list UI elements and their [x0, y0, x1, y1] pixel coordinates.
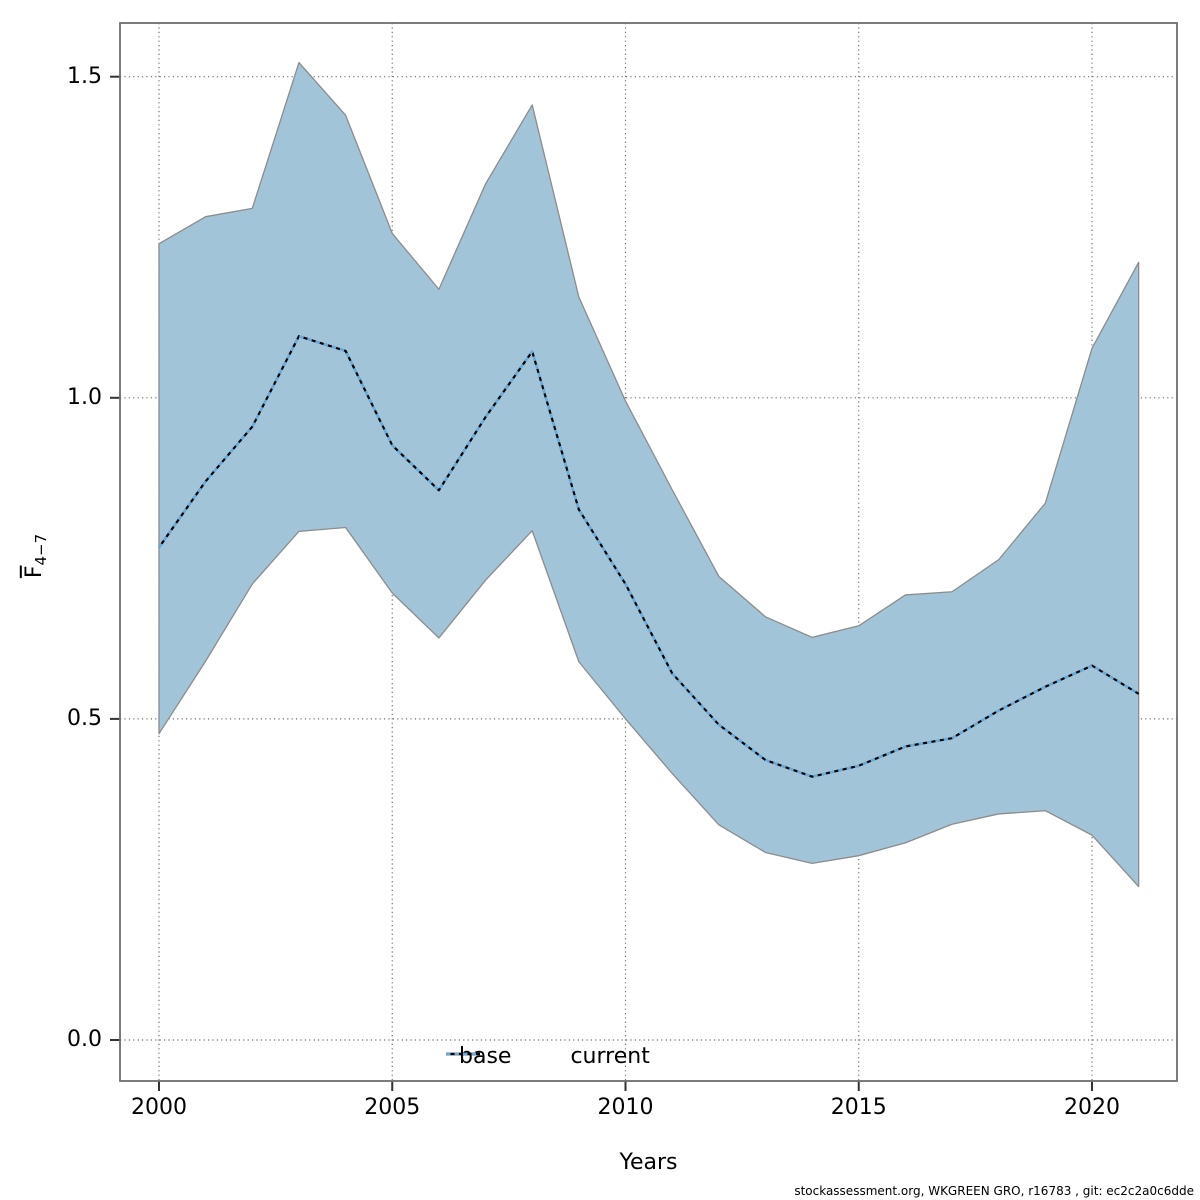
confidence-band: [158, 61, 1140, 888]
axis-ticks: [110, 75, 1093, 1091]
legend-label-current: current: [570, 1043, 650, 1069]
legend-current-line-icon: [446, 1052, 480, 1056]
x-tick-label: 2000: [131, 1095, 187, 1120]
footer-credit: stockassessment.org, WKGREEN GRO, r16783…: [794, 1184, 1194, 1198]
plot-frame-rect: [119, 22, 1178, 1082]
plot-border: [119, 22, 1178, 1082]
current-line: [157, 334, 1140, 778]
y-axis-label-subscript: 4−7: [32, 533, 51, 566]
y-tick-label: 1.0: [67, 384, 102, 410]
x-tick-label: 2015: [830, 1095, 887, 1120]
series-lines: [157, 334, 1140, 778]
x-tick-label: 2005: [364, 1095, 421, 1120]
legend: base current: [444, 1043, 650, 1069]
x-tick-label: 2020: [1064, 1095, 1120, 1120]
y-tick-label: 0.5: [67, 705, 102, 731]
x-tick-label: 2010: [597, 1095, 654, 1120]
y-axis-label-symbol: F: [21, 565, 47, 579]
y-tick-label: 1.5: [67, 63, 102, 89]
legend-label-base: base: [459, 1043, 512, 1069]
confidence-band-polygon: [158, 61, 1140, 888]
y-tick-label: 0.0: [67, 1027, 102, 1052]
x-axis-label: Years: [619, 1150, 678, 1175]
y-axis-label: F4−7: [22, 534, 50, 578]
